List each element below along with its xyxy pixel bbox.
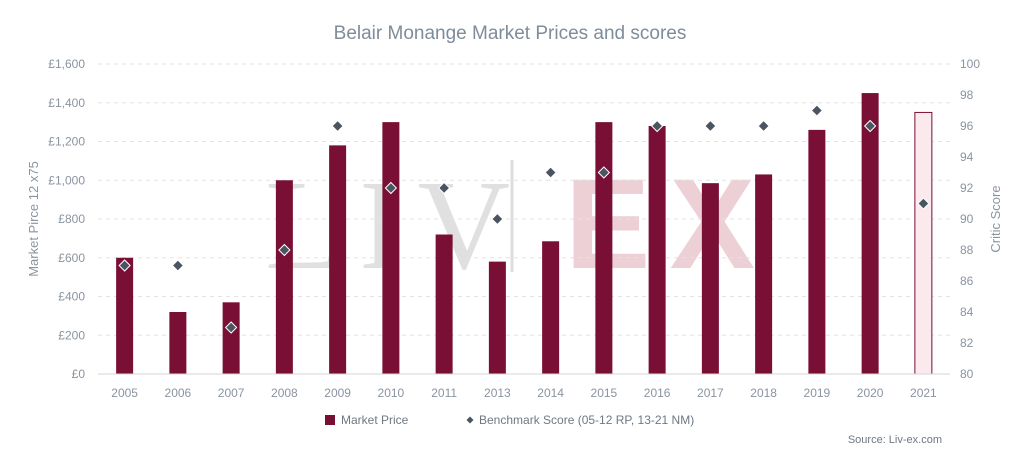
bar-market-price — [595, 122, 613, 374]
y-right-tick-label: 100 — [960, 57, 980, 71]
grid-lines — [98, 63, 950, 336]
score-marker — [917, 197, 930, 210]
score-marker — [810, 104, 824, 117]
y-left-tick-label: £800 — [58, 212, 85, 226]
score-marker — [171, 259, 185, 272]
y-left-tick-label: £1,400 — [48, 96, 85, 110]
y-right-tick-label: 88 — [960, 243, 974, 257]
y-left-tick-label: £600 — [58, 251, 85, 265]
y-right-tick-label: 96 — [960, 119, 974, 133]
legend-swatch-benchmark — [466, 416, 474, 424]
bar-market-price — [542, 241, 560, 374]
legend-swatch-market-price — [325, 415, 335, 425]
score-marker — [650, 119, 664, 133]
x-tick-label: 2009 — [324, 386, 351, 400]
score-marker — [437, 181, 451, 195]
x-tick-label: 2013 — [484, 386, 511, 400]
y-right-tick-label: 92 — [960, 181, 974, 195]
bars — [116, 93, 933, 375]
y-left-tick-label: £1,200 — [48, 135, 85, 149]
score-marker — [491, 212, 504, 226]
x-tick-label: 2017 — [697, 386, 724, 400]
score-marker — [863, 119, 877, 133]
x-tick-label: 2018 — [750, 386, 777, 400]
y-right-axis-title: Critic Score — [988, 185, 1003, 252]
bar-market-price — [169, 312, 187, 374]
y-right-tick-label: 82 — [960, 336, 974, 350]
score-marker — [331, 119, 344, 133]
y-left-tick-label: £1,000 — [48, 173, 85, 187]
bar-market-price — [808, 129, 826, 374]
legend: Market Price Benchmark Score (05-12 RP, 1… — [325, 413, 694, 427]
y-left-tick-label: £0 — [72, 367, 86, 381]
axes: £0 £200 £400 £600 £800 £1,000 £1,200 £1,400 £1,6… — [26, 57, 1003, 400]
score-marker — [224, 321, 238, 334]
bar-market-price — [488, 261, 506, 374]
y-right-tick-label: 80 — [960, 367, 974, 381]
x-tick-label: 2011 — [431, 386, 457, 400]
y-right-tick-label: 94 — [960, 150, 974, 164]
bar-market-price — [116, 257, 134, 374]
x-tick-label: 2020 — [857, 386, 884, 400]
score-marker — [278, 243, 291, 257]
bar-market-price — [701, 183, 719, 374]
score-markers — [118, 104, 930, 334]
legend-label-market-price: Market Price — [341, 413, 409, 427]
x-tick-label: 2010 — [378, 386, 405, 400]
bar-market-price — [222, 302, 240, 374]
x-tick-label: 2015 — [591, 386, 618, 400]
x-tick-label: 2016 — [644, 386, 671, 400]
source-note: Source: Liv-ex.com — [848, 434, 942, 446]
score-marker — [704, 119, 717, 133]
y-right-tick-label: 86 — [960, 274, 974, 288]
bar-market-price — [275, 180, 293, 374]
y-right-tick-label: 98 — [960, 88, 974, 102]
x-tick-label: 2014 — [537, 386, 564, 400]
y-right-tick-label: 84 — [960, 305, 974, 319]
x-tick-label: 2021 — [910, 386, 937, 400]
bar-market-price — [755, 174, 773, 374]
y-left-axis-title: Market Pirce 12 x75 — [26, 161, 41, 277]
legend-label-benchmark: Benchmark Score (05-12 RP, 13-21 NM) — [479, 413, 694, 427]
bar-market-price — [861, 93, 879, 374]
x-tick-label: 2006 — [165, 386, 192, 400]
bar-market-price — [914, 111, 933, 375]
score-marker — [597, 166, 611, 179]
bar-market-price — [648, 126, 666, 374]
y-left-tick-label: £200 — [58, 328, 85, 342]
bar-market-price — [382, 122, 400, 374]
score-marker — [118, 259, 131, 272]
score-marker — [544, 166, 557, 179]
x-tick-label: 2005 — [111, 386, 138, 400]
y-left-tick-label: £1,600 — [48, 57, 85, 71]
score-marker — [757, 119, 770, 133]
x-tick-label: 2008 — [271, 386, 298, 400]
y-left-tick-label: £400 — [58, 290, 85, 304]
y-right-tick-label: 90 — [960, 212, 974, 226]
score-marker — [384, 181, 398, 195]
x-tick-label: 2019 — [804, 386, 831, 400]
bar-market-price — [329, 145, 347, 374]
x-tick-label: 2007 — [218, 386, 245, 400]
chart-title: Belair Monange Market Prices and scores — [334, 23, 687, 44]
bar-market-price — [435, 234, 453, 374]
